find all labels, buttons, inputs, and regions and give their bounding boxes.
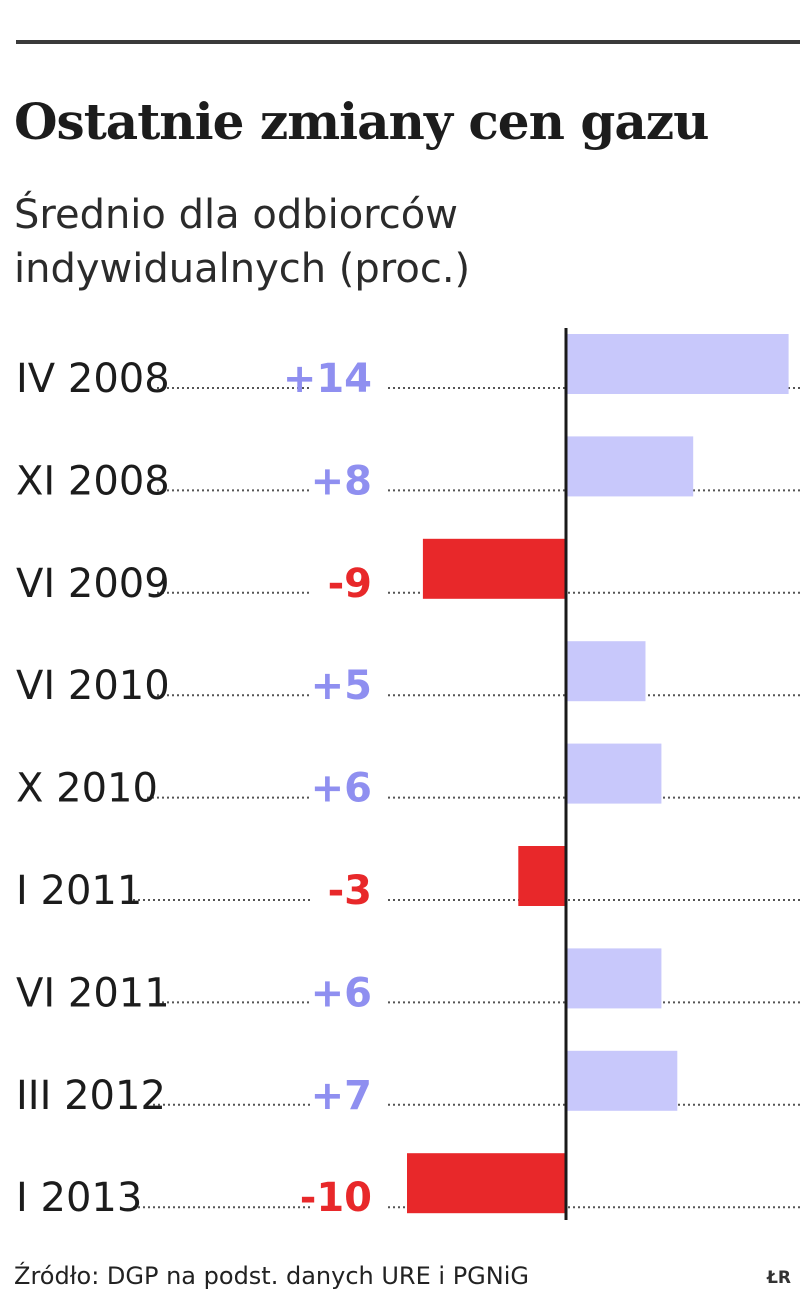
bar-4 [566,743,662,804]
subtitle-line-2: indywidualnych (proc.) [14,246,471,292]
category-label-3: VI 2010 [16,663,170,709]
bar-0 [566,334,789,394]
chart-subtitle: Średnio dla odbiorców indywidualnych (pr… [14,188,470,296]
value-label-7: +7 [311,1073,372,1119]
category-label-1: XI 2008 [16,458,170,504]
bar-5 [518,846,566,906]
value-label-4: +6 [311,766,372,812]
value-label-6: +6 [311,970,372,1016]
category-label-8: I 2013 [16,1175,142,1220]
bar-2 [422,538,566,599]
bar-1 [566,436,694,497]
category-label-2: VI 2009 [16,561,170,607]
bar-8 [407,1153,566,1214]
category-label-5: I 2011 [16,868,142,914]
author-credit: ŁR [766,1268,791,1288]
category-label-4: X 2010 [16,766,158,812]
value-label-3: +5 [311,663,372,709]
category-label-7: III 2012 [16,1073,166,1119]
value-label-0: +14 [283,356,372,402]
subtitle-line-1: Średnio dla odbiorców [14,192,458,238]
bar-6 [566,948,662,1009]
chart-title: Ostatnie zmiany cen gazu [14,92,709,151]
bar-7 [566,1050,678,1111]
top-rule [16,40,800,44]
value-label-2: -9 [328,561,372,607]
value-label-8: -10 [300,1175,372,1220]
value-label-1: +8 [311,458,372,504]
bar-3 [566,641,646,702]
category-label-6: VI 2011 [16,970,170,1016]
value-label-5: -3 [328,868,372,914]
category-label-0: IV 2008 [16,356,170,402]
bar-chart: IV 2008 +14 XI 2008 +8 VI 2009 -9 VI 2010 +5 X 2… [16,328,800,1220]
source-note: Źródło: DGP na podst. danych URE i PGNiG [14,1262,529,1290]
